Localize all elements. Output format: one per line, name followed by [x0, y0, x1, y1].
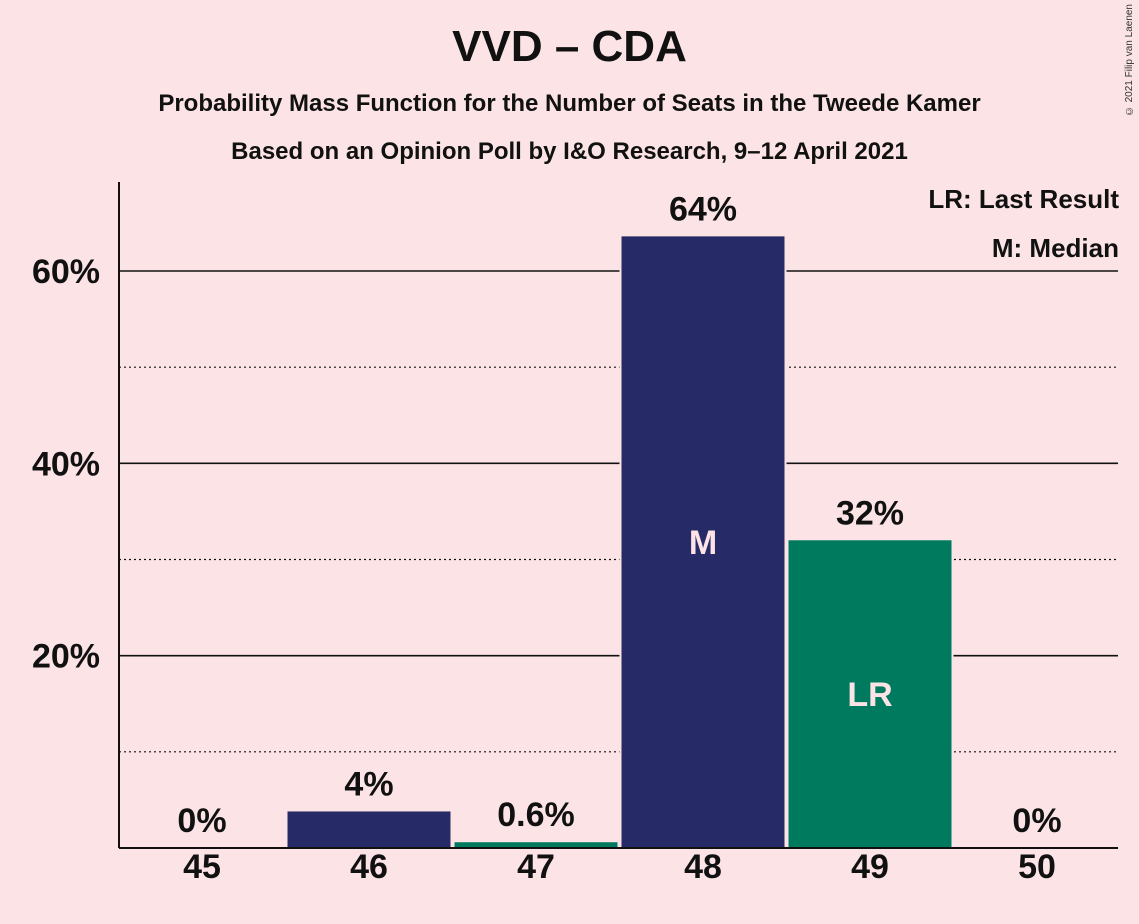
data-label: 0% [1012, 802, 1061, 840]
x-tick-label: 47 [517, 848, 555, 886]
chart-subtitle: Probability Mass Function for the Number… [158, 90, 981, 117]
legend-last-result: LR: Last Result [928, 184, 1119, 214]
legend-median: M: Median [991, 233, 1119, 263]
data-label: 32% [836, 494, 904, 532]
x-tick-label: 50 [1018, 848, 1056, 886]
x-tick-label: 45 [183, 848, 221, 886]
bar-46 [287, 811, 451, 848]
chart-title: VVD – CDA [452, 22, 687, 71]
x-tick-label: 46 [350, 848, 388, 886]
y-tick-label: 60% [32, 253, 100, 291]
bar-marker: LR [847, 676, 892, 714]
data-label: 64% [669, 190, 737, 228]
x-tick-label: 49 [851, 848, 889, 886]
data-label: 0% [177, 802, 226, 840]
y-tick-label: 40% [32, 445, 100, 483]
bar-47 [454, 842, 618, 848]
data-label: 4% [344, 765, 393, 803]
bar-marker: M [689, 524, 717, 562]
y-tick-label: 20% [32, 638, 100, 676]
chart-source: Based on an Opinion Poll by I&O Research… [231, 138, 908, 165]
x-tick-label: 48 [684, 848, 722, 886]
bar-49 [788, 540, 952, 848]
bar-48 [621, 236, 785, 848]
data-label: 0.6% [497, 796, 575, 834]
